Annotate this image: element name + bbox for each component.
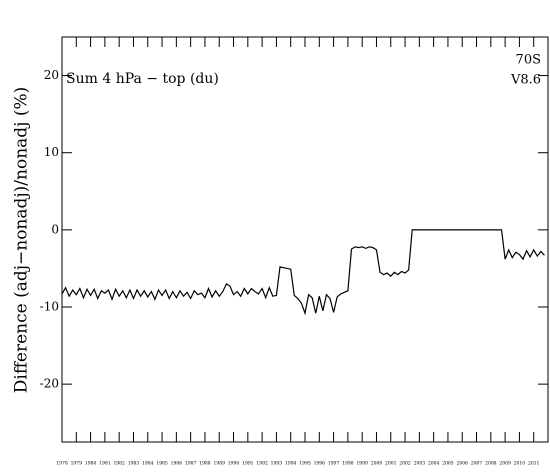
x-tick-label: 1985 — [156, 461, 168, 467]
x-tick-label: 1982 — [113, 461, 125, 467]
y-axis-label: Difference (adj−nonadj)/nonadj (%) — [12, 87, 32, 394]
x-tick-label: 2002 — [399, 461, 411, 467]
x-tick-label: 1988 — [199, 461, 211, 467]
x-tick-label: 1999 — [356, 461, 368, 467]
x-tick-label: 2003 — [414, 461, 426, 467]
x-tick-label: 1990 — [228, 461, 240, 467]
data-line — [61, 229, 545, 316]
y-tick-label: 20 — [44, 68, 59, 82]
x-tick-label: 1986 — [171, 461, 183, 467]
x-tick-label: 1984 — [142, 461, 154, 467]
annotation: Sum 4 hPa − top (du) — [66, 71, 219, 87]
x-tick-label: 1987 — [185, 461, 197, 467]
x-tick-label: 1997 — [328, 461, 340, 467]
y-tick-label: -10 — [40, 300, 59, 314]
x-tick-label: 2001 — [385, 461, 397, 467]
x-tick-label: 1979 — [71, 461, 83, 467]
x-tick-label: 1978 — [56, 461, 68, 467]
y-tick-label: -20 — [40, 377, 59, 391]
x-tick-label: 1996 — [314, 461, 326, 467]
x-tick-label: 1980 — [85, 461, 97, 467]
x-tick-label: 2008 — [485, 461, 497, 467]
x-tick-label: 2011 — [528, 461, 540, 467]
y-tick-label: 0 — [51, 222, 59, 236]
x-tick-label: 2010 — [514, 461, 526, 467]
x-tick-label: 1992 — [256, 461, 268, 467]
annotation: V8.6 — [510, 73, 541, 88]
x-tick-label: 1991 — [242, 461, 254, 467]
x-tick-label: 2000 — [371, 461, 383, 467]
x-tick-label: 2007 — [471, 461, 483, 467]
x-tick-label: 2005 — [442, 461, 454, 467]
x-tick-label: 1994 — [285, 461, 297, 467]
x-tick-label: 2004 — [428, 461, 440, 467]
x-tick-label: 1989 — [214, 461, 226, 467]
x-tick-label: 2006 — [457, 461, 469, 467]
x-tick-label: 1993 — [271, 461, 283, 467]
annotation: 70S — [516, 53, 541, 68]
x-tick-label: 1981 — [99, 461, 111, 467]
x-tick-label: 1998 — [342, 461, 354, 467]
x-tick-label: 1995 — [299, 461, 311, 467]
y-tick-label: 10 — [44, 145, 59, 159]
x-tick-label: 1983 — [128, 461, 140, 467]
x-tick-label: 2009 — [499, 461, 511, 467]
plot-frame — [61, 36, 549, 443]
